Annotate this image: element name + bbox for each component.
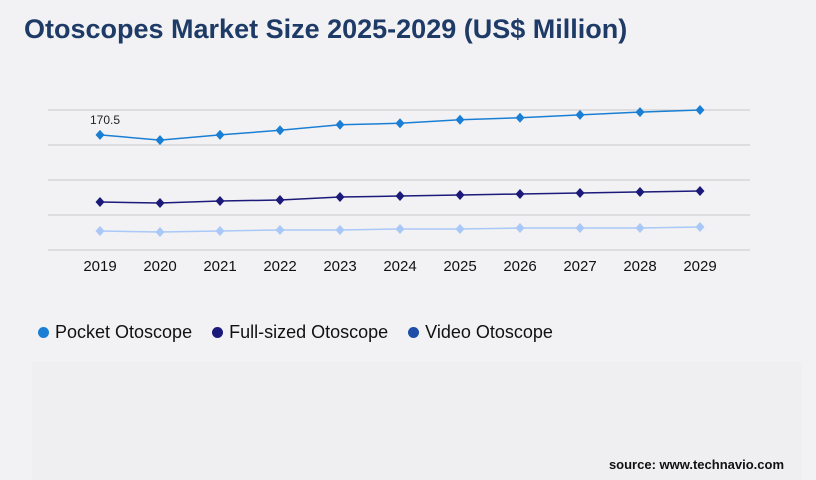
background-panel [32,362,802,480]
data-point [575,109,585,120]
data-point [155,227,165,238]
data-point [515,112,525,123]
x-tick-label: 2024 [383,258,416,275]
data-point [335,119,345,130]
legend-item: Full-sized Otoscope [212,322,388,343]
legend-dot-icon [38,327,49,338]
data-point [275,224,285,235]
data-point [455,224,465,234]
legend-item: Video Otoscope [408,322,553,343]
data-point [275,125,285,136]
data-point [155,198,165,209]
line-chart: 2019 2020 2021 2022 2023 2024 2025 2026 2027 2028… [48,105,750,275]
data-point [575,223,585,234]
data-point [95,129,105,140]
data-point [635,223,645,234]
x-tick-label: 2026 [503,258,536,275]
source-text: source: www.technavio.com [608,457,784,472]
data-point [215,129,225,140]
legend-label: Video Otoscope [425,322,553,342]
data-point [575,188,585,199]
x-tick-label: 2028 [623,258,656,275]
data-point [95,196,105,207]
x-tick-label: 2023 [323,258,356,275]
data-point [635,186,645,197]
data-point [695,221,705,232]
data-point [395,191,405,202]
data-point [335,224,345,235]
data-point [635,107,645,118]
data-label: 170.5 [90,113,120,127]
data-point [335,192,345,203]
data-point [515,223,525,234]
data-point [455,189,465,200]
legend-label: Pocket Otoscope [55,322,193,342]
data-point [515,189,525,199]
data-point [695,185,705,196]
data-point [215,226,225,237]
data-point [95,226,105,237]
x-tick-label: 2025 [443,258,476,275]
legend-label: Full-sized Otoscope [229,322,389,342]
x-tick-label: 2019 [83,258,116,275]
data-point [695,105,705,115]
data-point [455,114,465,125]
x-tick-label: 2029 [683,258,716,275]
x-tick-label: 2022 [263,258,296,275]
data-point [215,196,225,206]
legend-dot-icon [212,327,224,338]
legend: Pocket Otoscope Full-sized Otoscope Video … [38,322,553,343]
x-tick-label: 2027 [563,258,596,275]
legend-item: Pocket Otoscope [38,322,192,343]
chart-title: Otoscopes Market Size 2025-2029 (US$ Mil… [24,14,628,44]
legend-dot-icon [408,327,420,338]
x-tick-label: 2021 [203,258,236,275]
data-point [155,135,165,146]
data-point [395,118,405,129]
x-tick-label: 2020 [143,258,176,275]
data-point [395,224,405,234]
data-point [275,195,285,206]
